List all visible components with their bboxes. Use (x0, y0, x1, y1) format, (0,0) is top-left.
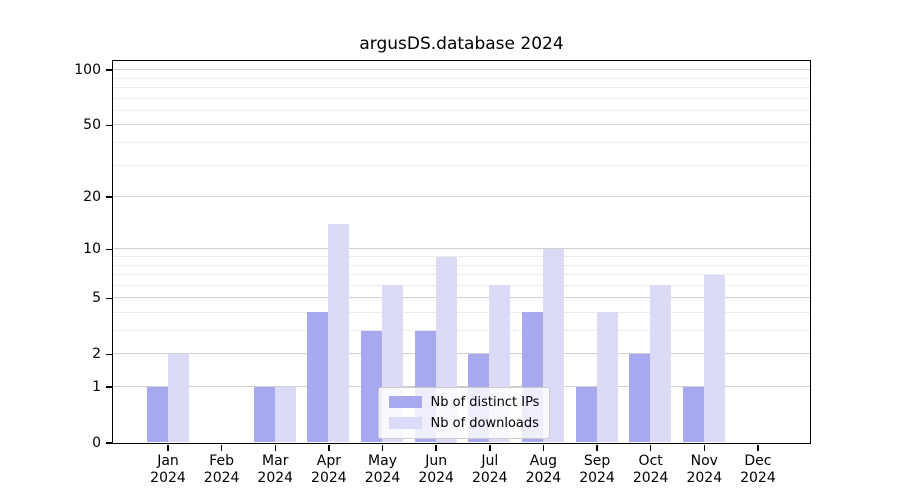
minor-gridline (112, 109, 810, 111)
y-tick-label: 0 (92, 435, 101, 451)
x-tick-mark (274, 444, 276, 451)
x-tick-label-oct: Oct 2024 (632, 453, 669, 486)
y-tick-label: 10 (83, 241, 101, 258)
y-tick-mark (105, 124, 112, 127)
y-tick-label: 20 (83, 189, 101, 206)
y-tick-label: 100 (74, 62, 101, 79)
bar-distinct-ips-apr (307, 312, 329, 443)
x-tick-label-may: May 2024 (364, 453, 401, 486)
minor-gridline (112, 164, 810, 166)
x-tick-label-jan: Jan 2024 (150, 453, 186, 486)
x-tick-label-jul: Jul 2024 (471, 453, 508, 486)
y-tick-mark (105, 442, 112, 444)
x-tick-mark (703, 444, 706, 451)
legend-label-distinct-ips: Nb of distinct IPs (430, 394, 540, 410)
bar-downloads-oct (650, 285, 672, 443)
bar-downloads-jan (167, 353, 189, 443)
x-tick-label-mar: Mar 2024 (257, 453, 294, 486)
bar-distinct-ips-sep (575, 386, 597, 443)
bar-distinct-ips-mar (253, 386, 275, 443)
y-tick-mark (105, 297, 112, 299)
y-tick-label: 5 (92, 290, 101, 307)
minor-gridline (112, 142, 810, 144)
minor-gridline (112, 256, 810, 257)
x-tick-mark (220, 444, 223, 451)
legend-item-downloads: Nb of downloads (388, 415, 540, 431)
y-tick-label: 50 (83, 117, 101, 134)
x-tick-mark (489, 444, 491, 451)
bar-downloads-nov (703, 274, 725, 443)
x-tick-label-apr: Apr 2024 (311, 453, 347, 486)
y-tick-label: 2 (92, 346, 101, 363)
minor-gridline (112, 284, 810, 286)
x-tick-mark (328, 444, 330, 451)
major-gridline (112, 69, 810, 71)
x-tick-mark (542, 444, 545, 451)
x-tick-label-jun: Jun 2024 (418, 453, 454, 486)
major-gridline (112, 196, 810, 198)
y-tick-label: 1 (92, 379, 101, 395)
y-tick-mark (105, 386, 112, 388)
legend-label-downloads: Nb of downloads (430, 415, 539, 431)
major-gridline (112, 248, 810, 250)
chart-title: argusDS.database 2024 (359, 34, 564, 54)
minor-gridline (112, 77, 810, 79)
y-tick-mark (105, 69, 112, 71)
bar-downloads-mar (274, 386, 296, 443)
bar-distinct-ips-jan (146, 386, 168, 443)
major-gridline (112, 353, 810, 355)
minor-gridline (112, 311, 810, 313)
minor-gridline (112, 330, 810, 332)
y-tick-mark (105, 196, 112, 198)
x-tick-mark (381, 444, 384, 451)
y-tick-mark (105, 248, 112, 251)
bar-distinct-ips-oct (629, 353, 651, 443)
x-tick-mark (596, 444, 598, 451)
minor-gridline (112, 97, 810, 99)
legend-swatch-downloads (388, 417, 422, 429)
legend-item-distinct-ips: Nb of distinct IPs (388, 394, 540, 410)
x-tick-mark (167, 444, 169, 451)
minor-gridline (112, 264, 810, 266)
x-tick-label-dec: Dec 2024 (740, 453, 776, 486)
bar-distinct-ips-nov (682, 386, 704, 443)
x-tick-label-sep: Sep 2024 (579, 453, 615, 486)
x-tick-mark (435, 444, 437, 451)
x-tick-label-aug: Aug 2024 (525, 453, 562, 486)
x-tick-label-feb: Feb 2024 (203, 453, 240, 486)
x-tick-mark (757, 444, 759, 451)
x-tick-label-nov: Nov 2024 (686, 453, 723, 486)
major-gridline (112, 297, 810, 299)
major-gridline (112, 124, 810, 126)
minor-gridline (112, 87, 810, 89)
x-tick-mark (649, 444, 652, 451)
bar-downloads-sep (596, 312, 618, 443)
y-tick-mark (105, 353, 112, 355)
bar-distinct-ips-may (361, 330, 383, 443)
minor-gridline (112, 274, 810, 276)
plot-area: Nb of distinct IPs Nb of downloads (111, 59, 811, 444)
legend-swatch-distinct-ips (388, 396, 422, 408)
bar-downloads-apr (328, 223, 350, 443)
legend: Nb of distinct IPs Nb of downloads (377, 386, 551, 439)
